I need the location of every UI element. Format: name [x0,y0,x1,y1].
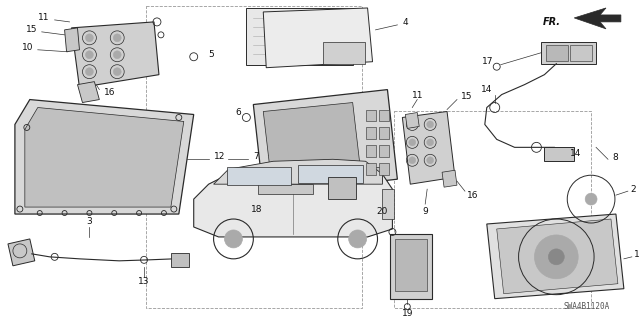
Polygon shape [8,239,35,266]
Text: 7: 7 [253,152,259,161]
Polygon shape [65,28,79,52]
Circle shape [427,157,434,164]
Text: 15: 15 [461,92,472,101]
Circle shape [409,121,416,128]
Circle shape [409,139,416,146]
Text: 16: 16 [467,191,479,200]
Polygon shape [194,159,392,237]
Text: 14: 14 [570,149,582,158]
Bar [146,6,362,308]
Polygon shape [263,8,372,68]
Bar [380,163,389,175]
Bar [390,234,432,299]
Polygon shape [15,100,194,214]
Polygon shape [263,102,360,171]
Polygon shape [214,159,383,184]
Bar [380,145,389,157]
Polygon shape [405,113,419,129]
Text: 19: 19 [401,309,413,318]
Text: 11: 11 [412,91,423,100]
Text: 15: 15 [26,26,38,34]
Bar [394,111,591,308]
Circle shape [585,193,597,205]
Circle shape [225,230,243,248]
Text: 4: 4 [403,19,408,27]
Bar [365,127,376,139]
Text: 17: 17 [482,57,493,66]
Text: SWA4B1120A: SWA4B1120A [563,302,609,311]
Circle shape [349,230,367,248]
Circle shape [113,68,121,76]
Polygon shape [72,22,159,88]
Circle shape [534,235,578,279]
Polygon shape [77,82,99,102]
Text: 1: 1 [634,250,639,259]
Bar [227,167,291,185]
Polygon shape [25,108,184,207]
Bar [298,165,363,183]
Circle shape [85,68,93,76]
Polygon shape [574,8,621,29]
Polygon shape [487,214,624,299]
Bar [570,45,592,61]
Text: 11: 11 [38,13,50,22]
Circle shape [409,157,416,164]
Bar [171,253,189,267]
Circle shape [85,51,93,59]
Bar [541,42,596,64]
Text: 18: 18 [250,204,262,213]
Text: 8: 8 [612,153,618,162]
Bar [547,45,568,61]
Bar [328,177,356,199]
Polygon shape [497,219,618,294]
Bar [380,109,389,122]
Text: 6: 6 [236,108,241,117]
Text: 3: 3 [86,217,92,226]
Text: 13: 13 [138,277,150,286]
Bar [323,42,365,64]
Text: 10: 10 [22,43,34,52]
Bar [365,163,376,175]
Polygon shape [253,90,397,194]
Polygon shape [246,8,353,65]
Circle shape [427,139,434,146]
Text: FR.: FR. [543,17,561,27]
Circle shape [85,34,93,42]
Text: 5: 5 [209,50,214,59]
Text: 12: 12 [214,152,225,161]
Circle shape [113,51,121,59]
Bar [396,239,427,291]
Bar [263,167,383,181]
Text: 14: 14 [481,85,492,94]
Circle shape [427,121,434,128]
Polygon shape [403,112,455,184]
Text: 9: 9 [422,207,428,216]
Bar [380,127,389,139]
Text: 16: 16 [104,88,116,97]
Bar [365,109,376,122]
Circle shape [113,34,121,42]
Circle shape [548,249,564,265]
Bar [365,145,376,157]
Bar [259,184,313,194]
Polygon shape [442,170,457,187]
Text: 20: 20 [377,207,388,216]
Text: 2: 2 [631,185,636,194]
Bar [545,147,574,161]
Bar [383,189,394,219]
